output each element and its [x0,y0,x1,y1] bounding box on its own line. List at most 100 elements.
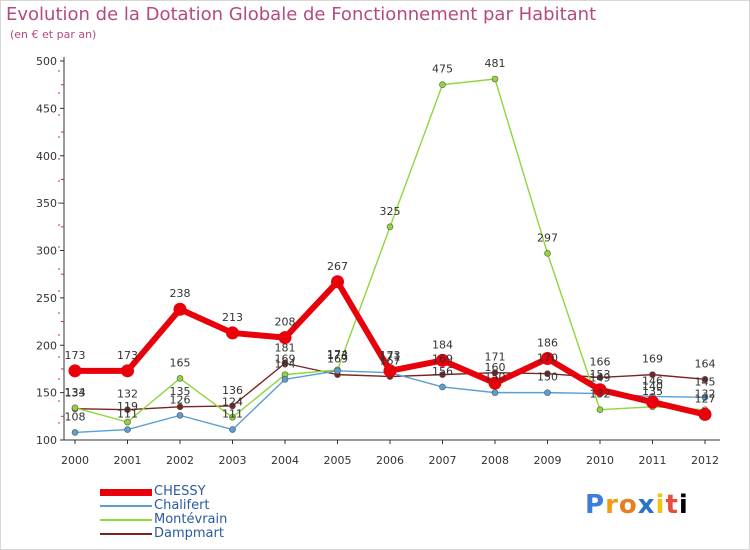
y-tick-label: 150 [36,387,57,400]
data-point [229,402,236,410]
data-point [281,376,289,383]
data-label: 325 [380,205,401,218]
data-point [544,389,551,396]
data-label: 481 [485,57,506,70]
data-label: 173 [65,349,86,362]
data-point [488,376,502,390]
data-label: 132 [695,388,716,401]
legend-swatch [100,533,152,535]
data-label: 153 [590,368,611,381]
data-label: 208 [275,316,296,329]
data-label: 213 [222,311,243,324]
legend-label: Dampmart [154,526,224,541]
data-point [544,370,551,377]
data-point [176,375,184,382]
data-point [386,223,394,231]
data-label: 169 [327,353,348,366]
data-label: 127 [695,392,716,405]
logo-letter: o [618,490,638,520]
data-point [176,412,184,419]
logo-letter: r [605,490,619,520]
data-point [596,374,604,381]
data-point [544,250,551,257]
legend-label: CHESSY [154,484,206,499]
data-label: 164 [275,357,296,370]
y-tick-label: 400 [36,150,57,163]
data-point [226,326,239,340]
x-tick-label: 2003 [219,454,247,467]
y-tick-label: 300 [36,245,57,258]
x-tick-label: 2012 [691,454,719,467]
data-label: 111 [222,408,243,421]
data-label: 165 [170,356,191,369]
logo-letter: x [637,490,656,520]
data-point [71,404,79,412]
logo-letter: i [655,490,666,520]
data-label: 156 [432,365,453,378]
chart-title: Evolution de la Dotation Globale de Fonc… [6,4,597,25]
data-label: 173 [117,349,138,362]
data-label: 238 [170,287,191,300]
x-tick-label: 2011 [639,454,667,467]
data-point [439,371,446,378]
data-point [281,359,289,367]
data-point [124,406,131,413]
data-point [229,426,236,433]
x-tick-label: 2005 [324,454,352,467]
x-tick-label: 2000 [61,454,89,467]
data-label: 134 [65,386,86,399]
data-point [439,81,446,88]
x-tick-label: 2002 [166,454,194,467]
data-label: 135 [170,385,191,398]
data-point [331,275,344,289]
data-point [229,413,236,421]
data-label: 184 [432,338,453,351]
data-label: 135 [642,385,663,398]
data-label: 150 [485,371,506,384]
data-point [173,302,187,316]
data-label: 150 [537,371,558,384]
legend-label: Montévrain [154,512,228,527]
data-label: 166 [590,355,611,368]
data-point [596,406,604,413]
data-point [541,352,554,366]
data-label: 174 [327,348,348,361]
data-label: 164 [695,357,716,370]
data-point [649,371,656,378]
x-tick-label: 2009 [534,454,562,467]
data-label: 126 [170,393,191,406]
data-point [491,389,499,396]
x-tick-label: 2004 [271,454,299,467]
y-tick-label: 500 [36,55,57,68]
data-label: 145 [695,375,716,388]
data-point [646,395,659,409]
data-point [439,383,446,391]
data-label: 111 [117,408,138,421]
data-point [278,331,292,345]
data-label: 170 [537,352,558,365]
data-label: 267 [327,260,348,273]
x-tick-label: 2010 [586,454,614,467]
data-label: 169 [275,353,296,366]
data-point [698,407,712,421]
data-label: 169 [432,353,453,366]
data-label: 475 [432,63,453,76]
data-point [701,376,709,383]
data-label: 124 [222,395,243,408]
data-label: 132 [590,388,611,401]
data-label: 186 [537,337,558,350]
data-label: 167 [380,355,401,368]
y-tick-label: 200 [36,339,57,352]
data-label: 171 [380,351,401,364]
data-label: 146 [642,374,663,387]
legend-swatch [100,519,152,521]
data-label: 160 [485,361,506,374]
data-point [436,353,449,367]
data-point [68,364,82,378]
data-label: 171 [485,351,506,364]
data-label: 297 [537,231,558,244]
data-label: 136 [222,384,243,397]
legend-label: Chalifert [154,498,210,513]
